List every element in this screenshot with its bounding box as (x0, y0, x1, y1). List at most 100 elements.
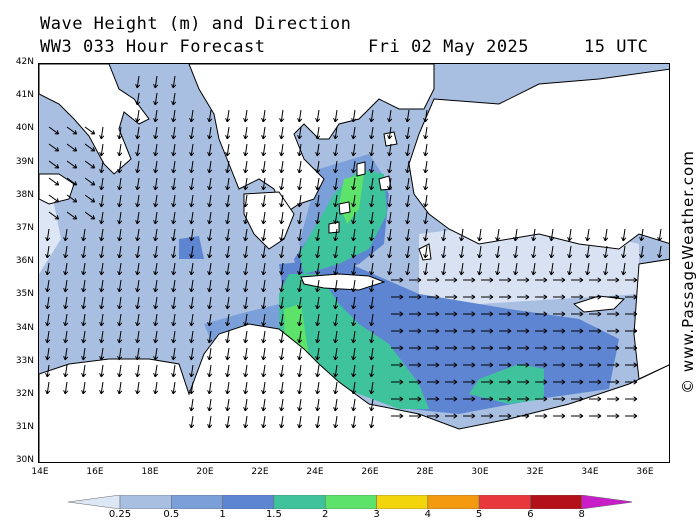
wave-arrow (153, 92, 159, 106)
wave-zone-2 (299, 169, 387, 274)
wave-arrow (369, 228, 375, 242)
wave-arrow (405, 194, 411, 208)
wave-arrow (351, 228, 357, 242)
wave-arrow (459, 228, 465, 242)
wave-arrow (495, 228, 501, 242)
wave-arrow (387, 262, 393, 276)
wave-arrow (315, 143, 321, 157)
wave-arrow (117, 126, 123, 140)
wave-arrow (499, 362, 512, 368)
wave-arrow (279, 211, 285, 225)
wave-arrow (369, 194, 375, 208)
wave-arrow (571, 396, 584, 402)
legend-label: 0.5 (163, 509, 180, 520)
wave-arrow (315, 279, 321, 293)
wave-arrow (99, 177, 105, 191)
wave-arrow (499, 396, 512, 402)
wave-arrow (243, 160, 249, 174)
wave-arrow (207, 143, 213, 157)
wave-arrow (445, 362, 458, 368)
wave-arrow (207, 279, 213, 293)
wave-arrow (391, 294, 404, 300)
wave-arrow (441, 262, 447, 276)
wave-arrow (153, 330, 159, 344)
wave-arrow (81, 364, 87, 378)
wave-arrow (171, 313, 177, 327)
wave-arrow (261, 313, 267, 327)
wave-arrow (243, 228, 249, 242)
wave-arrow (333, 160, 339, 174)
wave-height-map[interactable] (38, 63, 670, 463)
wave-arrow (333, 330, 339, 344)
wave-arrow (351, 381, 357, 395)
wave-arrow (391, 345, 404, 351)
wave-arrow (279, 347, 285, 361)
wave-arrow (405, 126, 411, 140)
wave-arrow (369, 279, 375, 293)
wave-arrow (553, 328, 566, 334)
wave-arrow (423, 160, 429, 174)
wave-arrow (589, 311, 602, 317)
wave-arrow (607, 345, 620, 351)
wave-arrow (171, 330, 177, 344)
wave-arrow (499, 328, 512, 334)
wave-arrow (63, 347, 69, 361)
wave-arrow (297, 381, 303, 395)
wave-arrow (369, 126, 375, 140)
wave-arrow (261, 398, 267, 412)
wave-arrow (333, 296, 339, 310)
wave-arrow (81, 330, 87, 344)
wave-arrow (517, 294, 530, 300)
wave-arrow (517, 311, 530, 317)
wave-arrow (423, 262, 429, 276)
wave-arrow (225, 296, 231, 310)
lon-label: 14E (31, 467, 49, 477)
wave-arrow (99, 381, 105, 395)
wave-arrow (445, 379, 458, 385)
wave-arrow (463, 362, 476, 368)
wave-arrow (351, 313, 357, 327)
wave-arrow (243, 279, 249, 293)
wave-arrow (261, 347, 267, 361)
wave-arrow (553, 396, 566, 402)
wave-arrow (63, 296, 69, 310)
wave-arrow (351, 415, 357, 429)
wave-arrow (351, 211, 357, 225)
wave-arrow (477, 228, 483, 242)
wave-arrow (571, 413, 584, 419)
legend-swatch (376, 494, 429, 510)
wave-arrow (261, 177, 267, 191)
wave-arrow (333, 109, 339, 123)
wave-arrow (423, 177, 429, 191)
wave-arrow (135, 296, 141, 310)
wave-arrow (369, 347, 375, 361)
wave-arrow (387, 143, 393, 157)
wave-arrow (625, 413, 638, 419)
wave-arrow (297, 262, 303, 276)
legend-label: 6 (527, 509, 534, 520)
wave-arrow (297, 313, 303, 327)
wave-arrow (589, 294, 602, 300)
wave-arrow (463, 328, 476, 334)
wave-arrow (607, 294, 620, 300)
lat-label: 42N (15, 57, 34, 67)
wave-arrow (243, 347, 249, 361)
wave-arrow (135, 194, 141, 208)
legend-swatch (324, 494, 377, 510)
wave-arrow (207, 347, 213, 361)
wave-arrow (81, 347, 87, 361)
wave-arrow (243, 398, 249, 412)
wave-arrow (405, 262, 411, 276)
wave-arrow (207, 160, 213, 174)
wave-arrow (84, 177, 96, 186)
wave-arrow (463, 277, 476, 283)
wave-arrow (279, 262, 285, 276)
wave-arrow (441, 245, 447, 259)
wave-arrow (207, 381, 213, 395)
wave-arrow (495, 262, 501, 276)
wave-arrow (207, 296, 213, 310)
wave-arrow (117, 364, 123, 378)
lon-label: 30E (471, 467, 489, 477)
wave-arrow (153, 160, 159, 174)
wave-arrow (99, 296, 105, 310)
